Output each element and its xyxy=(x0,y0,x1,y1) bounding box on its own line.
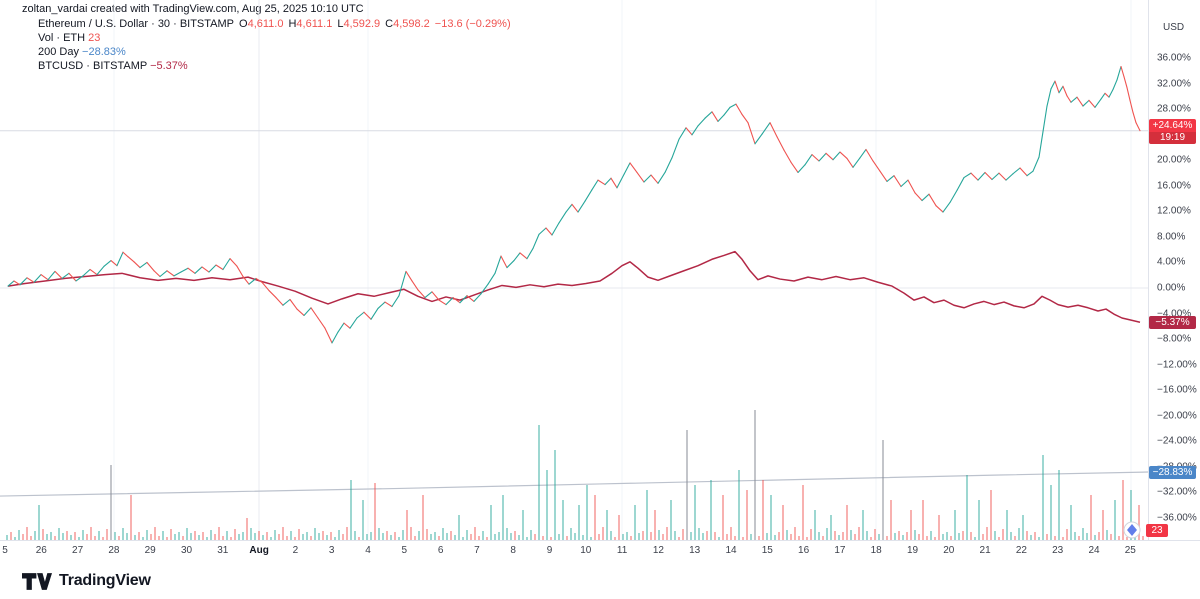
eth-price-badge-value: +24.64% xyxy=(1152,119,1193,131)
x-axis-label: 9 xyxy=(546,545,553,556)
y-axis-label: −4.00% xyxy=(1157,308,1192,320)
ohlc-key: C xyxy=(385,18,394,30)
price-axis[interactable]: USD 36.00%32.00%28.00%24.00%20.00%16.00%… xyxy=(1148,0,1200,558)
ohlc-value: 4,592.9 xyxy=(343,18,381,30)
x-axis-label: 28 xyxy=(108,545,120,556)
volume-label: Vol · ETH xyxy=(38,32,86,44)
eth-price-badge: +24.64% 19:19 xyxy=(1149,118,1196,144)
symbol-legend-row[interactable]: Ethereum / U.S. Dollar · 30 · BITSTAMP O4… xyxy=(38,17,511,31)
x-axis-label: 26 xyxy=(35,545,47,556)
eth-logo-icon xyxy=(1127,524,1137,536)
y-axis-label: 4.00% xyxy=(1157,256,1186,268)
price-chart-canvas[interactable] xyxy=(0,0,1200,560)
ohlc-key: L xyxy=(337,18,344,30)
volume-value: 23 xyxy=(88,32,101,44)
x-axis-label: 16 xyxy=(798,545,810,556)
bar-countdown: 19:19 xyxy=(1149,131,1196,144)
y-axis-label: −24.00% xyxy=(1157,435,1197,447)
ma-legend-row[interactable]: 200 Day −28.83% xyxy=(38,45,511,59)
tradingview-logo[interactable]: TradingView xyxy=(22,569,151,593)
y-axis-label: −12.00% xyxy=(1157,359,1197,371)
y-axis-label: −20.00% xyxy=(1157,410,1197,422)
attribution-text: zoltan_vardai created with TradingView.c… xyxy=(22,3,364,15)
x-axis-label: 31 xyxy=(217,545,229,556)
tradingview-logo-text: TradingView xyxy=(59,572,151,589)
x-axis-label: 8 xyxy=(510,545,516,556)
ohlc-key: H xyxy=(288,18,297,30)
symbol-title: Ethereum / U.S. Dollar · 30 · BITSTAMP xyxy=(38,18,235,30)
x-axis-label: 23 xyxy=(1052,545,1064,556)
y-axis-label: 36.00% xyxy=(1157,52,1191,64)
compare-legend-row[interactable]: BTCUSD · BITSTAMP −5.37% xyxy=(38,59,511,73)
y-axis-label: −36.00% xyxy=(1157,512,1197,524)
x-axis-label: 30 xyxy=(180,545,193,556)
x-axis-label: Aug xyxy=(249,545,269,556)
y-axis-label: 0.00% xyxy=(1157,282,1186,294)
x-axis-label: 5 xyxy=(2,545,8,556)
x-axis-label: 4 xyxy=(365,545,371,556)
compare-label: BTCUSD · BITSTAMP xyxy=(38,60,147,72)
x-axis-label: 24 xyxy=(1088,545,1100,556)
x-axis-label: 25 xyxy=(1124,545,1136,556)
x-axis-label: 29 xyxy=(144,545,156,556)
ohlc-key: O xyxy=(239,18,248,30)
y-axis-label: 12.00% xyxy=(1157,205,1191,217)
time-axis[interactable]: 5 26 27 28 29 30 31 Aug 2 3 4 5 6 7 8 9 10 11 12 13 14 15 16 17… xyxy=(0,540,1200,561)
ohlc-value: 4,598.2 xyxy=(393,18,430,30)
x-axis-label: 22 xyxy=(1015,545,1027,556)
x-axis-label: 27 xyxy=(72,545,84,556)
ma-price-badge: −28.83% xyxy=(1149,465,1196,479)
y-axis-label: −8.00% xyxy=(1157,333,1192,345)
bar-change: −13.6 (−0.29%) xyxy=(434,18,511,30)
x-axis-label: 18 xyxy=(870,545,882,556)
ohlc-value: 4,611.1 xyxy=(296,18,333,30)
tradingview-logo-icon xyxy=(22,572,52,590)
x-axis-label: 6 xyxy=(437,545,444,556)
volume-value-badge: 23 xyxy=(1146,524,1168,537)
x-axis-label: 7 xyxy=(474,545,480,556)
ma-value: −28.83% xyxy=(82,46,126,58)
compare-value: −5.37% xyxy=(150,60,188,72)
x-axis-label: 3 xyxy=(328,545,335,556)
x-axis-label: 10 xyxy=(580,545,592,556)
y-axis-label: 28.00% xyxy=(1157,103,1191,115)
x-axis-label: 2 xyxy=(292,545,299,556)
x-axis-label: 13 xyxy=(689,545,701,556)
x-axis-label: 14 xyxy=(725,545,737,556)
ohlc-value: 4,611.0 xyxy=(247,18,284,30)
volume-legend-row[interactable]: Vol · ETH 23 xyxy=(38,31,511,45)
y-axis-label: 32.00% xyxy=(1157,78,1191,90)
y-axis-label: 20.00% xyxy=(1157,154,1191,166)
x-axis-label: 12 xyxy=(652,545,664,556)
x-axis-label: 19 xyxy=(906,545,919,556)
y-axis-label: 8.00% xyxy=(1157,231,1186,243)
x-axis-label: 5 xyxy=(401,545,408,556)
x-axis-label: 15 xyxy=(761,545,773,556)
y-axis-label: −16.00% xyxy=(1157,384,1197,396)
x-axis-label: 17 xyxy=(834,545,846,556)
x-axis-label: 11 xyxy=(616,545,628,556)
ohlc-values: O4,611.0 H4,611.1 L4,592.9 C4,598.2 xyxy=(234,18,430,30)
ma-label: 200 Day xyxy=(38,46,79,58)
y-axis-label: −32.00% xyxy=(1157,486,1197,498)
x-axis-label: 20 xyxy=(943,545,955,556)
currency-label: USD xyxy=(1163,22,1185,33)
y-axis-label: 16.00% xyxy=(1157,180,1191,192)
chart-legend: Ethereum / U.S. Dollar · 30 · BITSTAMP O4… xyxy=(38,17,511,73)
x-axis-label: 21 xyxy=(979,545,991,556)
btc-price-badge: −5.37% xyxy=(1149,315,1196,329)
